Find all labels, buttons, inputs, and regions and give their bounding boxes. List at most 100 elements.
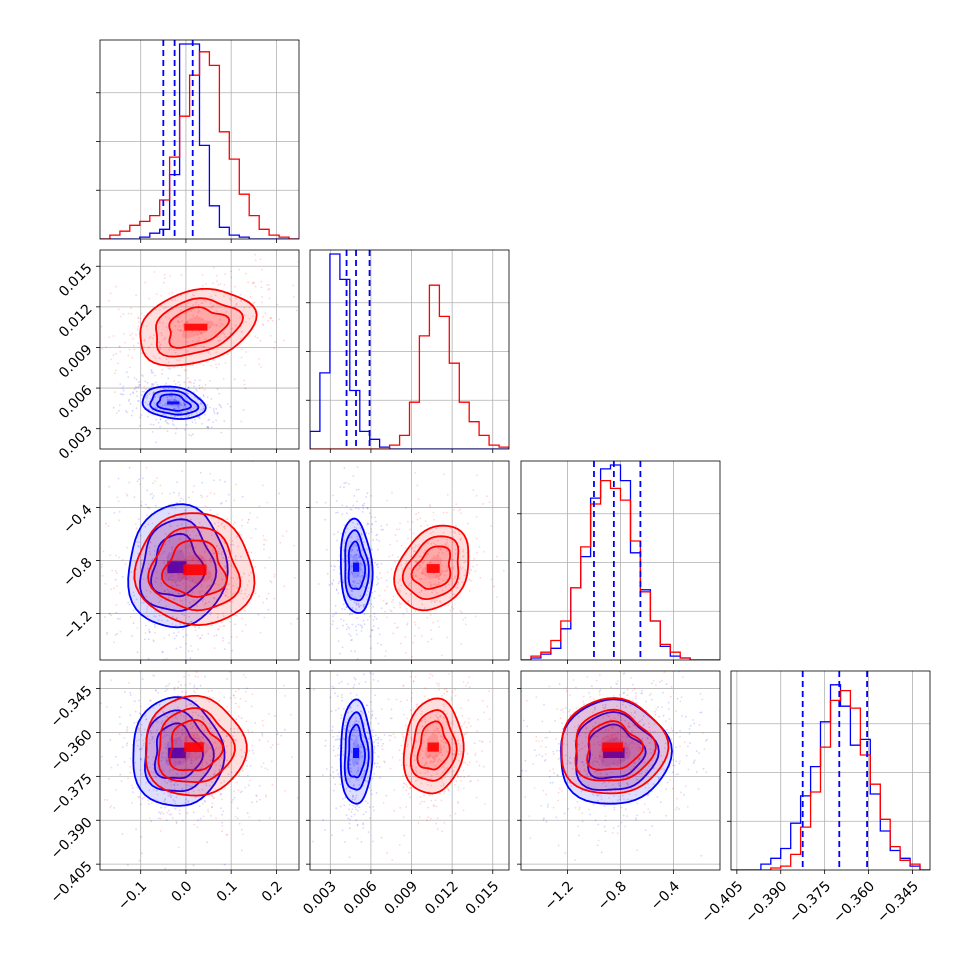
sample-point bbox=[260, 765, 263, 768]
sample-point bbox=[705, 739, 707, 742]
sample-point bbox=[649, 742, 652, 744]
sample-point bbox=[415, 705, 418, 708]
sample-point bbox=[170, 546, 173, 549]
sample-point bbox=[214, 770, 216, 772]
sample-point bbox=[200, 494, 203, 497]
sample-point bbox=[542, 789, 545, 792]
sample-point bbox=[251, 801, 254, 804]
sample-point bbox=[462, 618, 465, 621]
sample-point bbox=[177, 316, 180, 318]
sample-point bbox=[165, 747, 168, 750]
sample-point bbox=[165, 419, 167, 422]
sample-point bbox=[349, 508, 352, 510]
sample-point bbox=[391, 491, 393, 494]
sample-point bbox=[701, 698, 704, 701]
sample-point bbox=[245, 624, 247, 626]
sample-point bbox=[180, 578, 183, 580]
sample-point bbox=[228, 298, 231, 300]
sample-point bbox=[227, 493, 230, 496]
sample-point bbox=[241, 790, 243, 793]
sample-point bbox=[686, 805, 689, 808]
sample-point bbox=[200, 531, 203, 533]
sample-point bbox=[649, 748, 651, 751]
sample-point bbox=[353, 813, 356, 816]
sample-point bbox=[258, 819, 261, 822]
sample-point bbox=[366, 574, 368, 576]
sample-point bbox=[441, 771, 444, 773]
sample-point bbox=[167, 684, 169, 687]
sample-point bbox=[367, 711, 370, 713]
sample-point bbox=[273, 347, 276, 350]
sample-point bbox=[186, 350, 189, 352]
sample-point bbox=[202, 697, 205, 700]
sample-point bbox=[154, 396, 156, 398]
sample-point bbox=[174, 696, 177, 699]
sample-point bbox=[182, 595, 185, 598]
sample-point bbox=[194, 700, 197, 703]
sample-point bbox=[108, 299, 110, 302]
sample-point bbox=[421, 572, 424, 575]
sample-point bbox=[201, 318, 204, 321]
sample-point bbox=[357, 538, 360, 541]
sample-point bbox=[464, 623, 467, 626]
sample-point bbox=[431, 654, 433, 656]
sample-point bbox=[361, 549, 364, 552]
sample-point bbox=[627, 725, 630, 727]
sample-point bbox=[159, 582, 162, 584]
sample-point bbox=[429, 665, 431, 667]
sample-point bbox=[496, 760, 498, 762]
sample-point bbox=[344, 608, 346, 611]
sample-point bbox=[404, 636, 407, 638]
sample-point bbox=[347, 817, 350, 820]
sample-point bbox=[191, 559, 193, 561]
sample-point bbox=[498, 716, 500, 718]
sample-point bbox=[207, 590, 210, 593]
sample-point bbox=[388, 734, 391, 737]
sample-point bbox=[185, 330, 188, 332]
sample-point bbox=[594, 707, 596, 710]
sample-point bbox=[597, 726, 600, 729]
sample-point bbox=[342, 624, 344, 627]
sample-point bbox=[594, 757, 597, 759]
sample-point bbox=[209, 509, 212, 512]
sample-point bbox=[357, 809, 359, 812]
red-density-2-0 bbox=[101, 461, 299, 660]
sample-point bbox=[150, 369, 153, 372]
sample-point bbox=[683, 794, 685, 796]
sample-point bbox=[420, 713, 423, 716]
sample-point bbox=[296, 797, 299, 799]
sample-point bbox=[435, 575, 438, 577]
sample-point bbox=[187, 386, 190, 389]
sample-point bbox=[662, 714, 665, 717]
sample-point bbox=[211, 305, 214, 308]
sample-point bbox=[450, 606, 453, 608]
sample-point bbox=[357, 743, 360, 746]
sample-point bbox=[580, 727, 583, 730]
sample-point bbox=[193, 385, 196, 388]
sample-point bbox=[242, 674, 245, 676]
sample-point bbox=[465, 726, 468, 729]
sample-point bbox=[252, 752, 255, 755]
sample-point bbox=[462, 681, 465, 683]
sample-point bbox=[207, 690, 210, 693]
sample-point bbox=[171, 585, 174, 587]
sample-point bbox=[668, 718, 671, 720]
sample-point bbox=[341, 696, 343, 699]
sample-point bbox=[583, 703, 585, 705]
sample-point bbox=[457, 800, 459, 803]
sample-point bbox=[240, 420, 243, 423]
sample-point bbox=[612, 784, 614, 786]
sample-point bbox=[475, 796, 478, 799]
sample-point bbox=[366, 731, 368, 734]
sample-point bbox=[350, 710, 353, 713]
sample-point bbox=[336, 511, 339, 514]
sample-point bbox=[154, 554, 156, 556]
sample-point bbox=[580, 790, 583, 793]
sample-point bbox=[665, 683, 668, 686]
sample-point bbox=[211, 641, 213, 643]
sample-point bbox=[240, 576, 243, 579]
sample-point bbox=[140, 572, 143, 575]
sample-point bbox=[568, 710, 571, 713]
sample-point bbox=[173, 398, 176, 401]
sample-point bbox=[558, 683, 561, 686]
